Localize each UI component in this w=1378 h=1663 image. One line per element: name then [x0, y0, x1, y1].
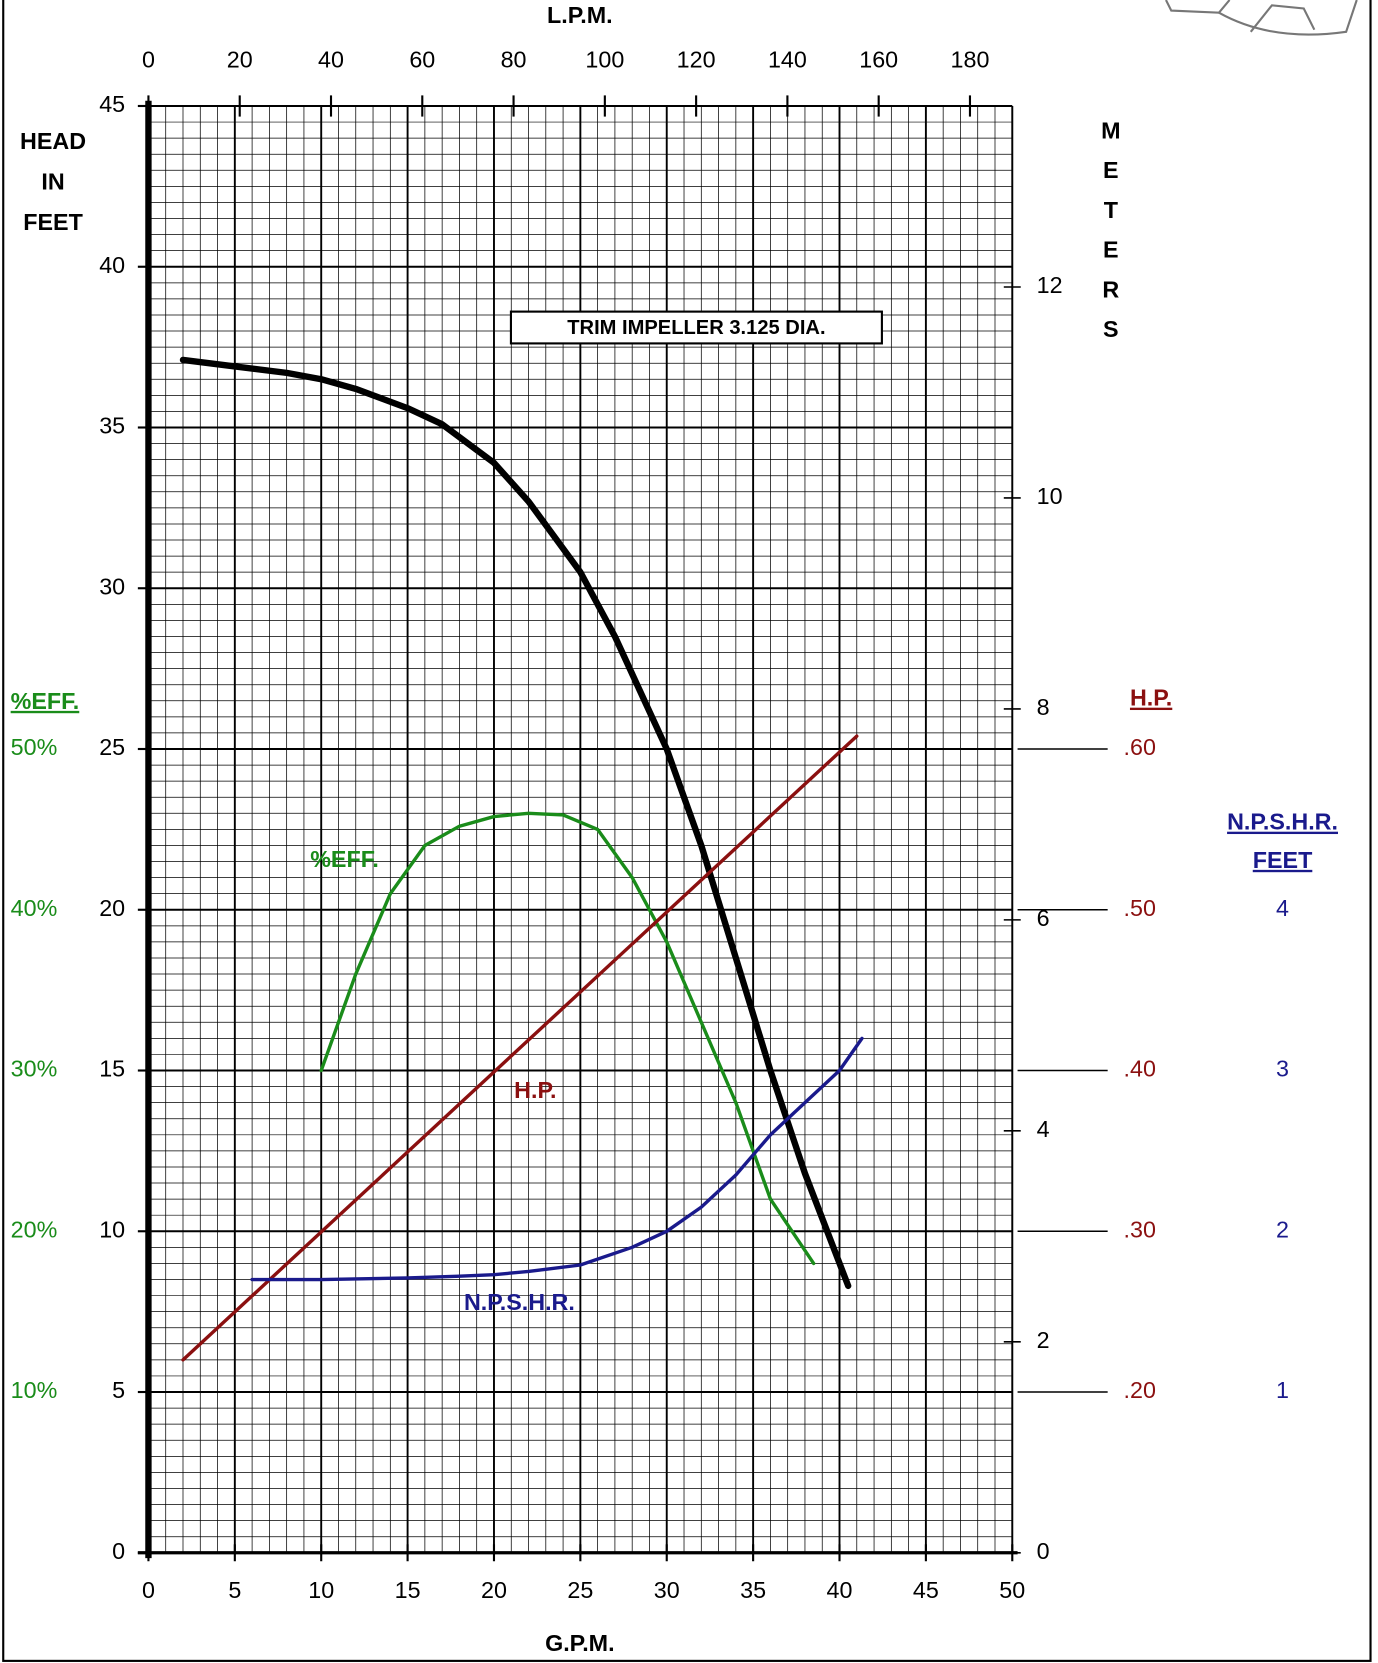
y2-tick-label: 10 [1037, 483, 1063, 509]
x2-tick-label: 40 [318, 47, 344, 73]
y2-tick-label: 12 [1037, 272, 1063, 298]
x-tick-label: 10 [308, 1577, 334, 1603]
x-tick-label: 20 [481, 1577, 507, 1603]
x-tick-label: 25 [567, 1577, 593, 1603]
x2-tick-label: 100 [585, 47, 624, 73]
eff-axis-label: %EFF. [11, 688, 80, 714]
x-tick-label: 50 [999, 1577, 1025, 1603]
x2-tick-label: 140 [768, 47, 807, 73]
eff-tick-label: 20% [11, 1216, 58, 1242]
x-tick-label: 40 [827, 1577, 853, 1603]
y2-tick-label: 4 [1037, 1116, 1050, 1142]
x-tick-label: 15 [395, 1577, 421, 1603]
npshr-tick-label: 3 [1276, 1056, 1289, 1082]
content: 0 5 10 15 20 25 30 35 40 45 500 20 40 60 80 100 120 140 16… [11, 47, 1338, 1604]
hp-tick-label: .20 [1124, 1377, 1156, 1403]
x2-tick-label: 160 [859, 47, 898, 73]
y-tick-label: 10 [99, 1216, 125, 1242]
x-tick-label: 30 [654, 1577, 680, 1603]
y-tick-label: 15 [99, 1056, 125, 1082]
series-line [319, 811, 816, 1266]
x2-label: L.P.M. [547, 2, 613, 28]
series-line [179, 356, 852, 1290]
hp-tick-label: .30 [1124, 1216, 1156, 1242]
y-tick-label: 40 [99, 252, 125, 278]
y-label: FEET [23, 209, 83, 235]
eff-tick-label: 10% [11, 1377, 58, 1403]
hp-tick-label: .60 [1124, 734, 1156, 760]
y-label: HEAD [20, 128, 86, 154]
series-label: N.P.S.H.R. [464, 1289, 575, 1315]
npshr-axis-label: N.P.S.H.R. [1227, 809, 1338, 835]
y2-tick-label: 6 [1037, 905, 1050, 931]
x2-tick-label: 180 [951, 47, 990, 73]
y2-tick-label: 0 [1037, 1538, 1050, 1564]
npshr-tick-label: 4 [1276, 895, 1289, 921]
y2-tick-label: 8 [1037, 694, 1050, 720]
x-tick-label: 5 [228, 1577, 241, 1603]
y2-tick-label: 2 [1037, 1327, 1050, 1353]
series-line [181, 734, 859, 1362]
y-tick-label: 45 [99, 91, 125, 117]
x2-tick-label: 0 [142, 47, 155, 73]
y-tick-label: 30 [99, 573, 125, 599]
y-label: IN [41, 169, 64, 195]
series-label: %EFF. [310, 846, 379, 872]
eff-tick-label: 30% [11, 1056, 58, 1082]
hp-tick-label: .40 [1124, 1056, 1156, 1082]
eff-tick-label: 50% [11, 734, 58, 760]
grid [147, 105, 1014, 1554]
x2-tick-label: 20 [227, 47, 253, 73]
x2-tick-label: 80 [501, 47, 527, 73]
annotation: TRIM IMPELLER 3.125 DIA. [567, 317, 825, 339]
x-tick-label: 0 [142, 1577, 155, 1603]
npshr-axis-label: FEET [1253, 847, 1313, 873]
x-tick-label: 45 [913, 1577, 939, 1603]
series-label: H.P. [514, 1077, 556, 1103]
npshr-tick-label: 2 [1276, 1216, 1289, 1242]
x2-tick-label: 120 [677, 47, 716, 73]
annotation-box [509, 310, 883, 345]
y-tick-label: 35 [99, 413, 125, 439]
x-label: G.P.M. [545, 1630, 614, 1656]
eff-tick-label: 40% [11, 895, 58, 921]
series-line [250, 1036, 864, 1282]
y-tick-label: 20 [99, 895, 125, 921]
npshr-tick-label: 1 [1276, 1377, 1289, 1403]
x-tick-label: 35 [740, 1577, 766, 1603]
hp-tick-label: .50 [1124, 895, 1156, 921]
pump-illustration [1165, 0, 1358, 36]
hp-axis-label: H.P. [1130, 685, 1172, 711]
y-tick-label: 5 [112, 1377, 125, 1403]
y-tick-label: 25 [99, 734, 125, 760]
x2-tick-label: 60 [409, 47, 435, 73]
y-tick-label: 0 [112, 1538, 125, 1564]
